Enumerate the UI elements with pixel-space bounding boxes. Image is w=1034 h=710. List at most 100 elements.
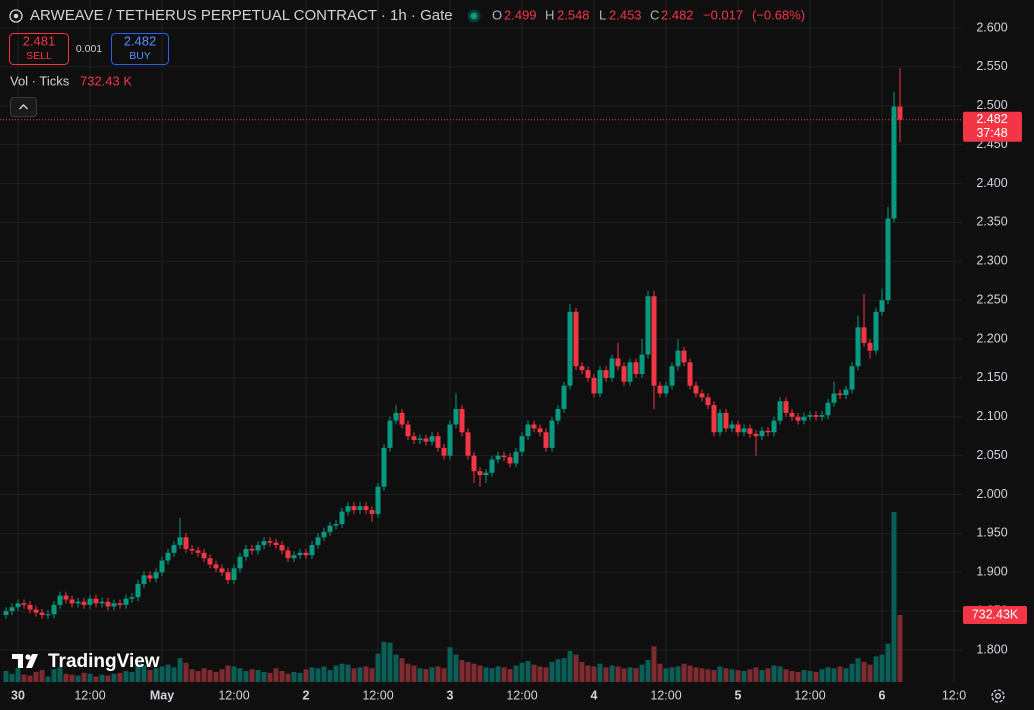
candle-body bbox=[573, 311, 579, 367]
y-tick-label: 1.950 bbox=[976, 526, 1007, 540]
volume-bar bbox=[627, 667, 633, 682]
volume-bar bbox=[333, 665, 339, 682]
volume-bar bbox=[837, 666, 843, 682]
volume-bar bbox=[255, 670, 261, 682]
volume-bar bbox=[129, 671, 135, 682]
candle-body bbox=[189, 548, 195, 551]
x-tick-label: 5 bbox=[735, 688, 742, 702]
y-tick-label: 2.150 bbox=[976, 370, 1007, 384]
y-tick-label: 2.200 bbox=[976, 331, 1007, 345]
volume-bar bbox=[261, 671, 267, 682]
candle-body bbox=[657, 385, 663, 394]
y-tick-label: 2.550 bbox=[976, 59, 1007, 73]
volume-bar bbox=[177, 658, 183, 682]
candle-body bbox=[753, 433, 759, 437]
sell-label[interactable]: SELL bbox=[26, 50, 52, 62]
candle-body bbox=[9, 607, 15, 612]
candle-body bbox=[735, 424, 741, 433]
brand-mark bbox=[12, 654, 23, 668]
candle-body bbox=[453, 408, 459, 425]
volume-bar bbox=[165, 664, 171, 682]
volume-bar bbox=[153, 668, 159, 682]
volume-bar bbox=[579, 661, 585, 682]
settings-button[interactable] bbox=[991, 689, 1005, 703]
candle-body bbox=[765, 430, 771, 433]
candle-body bbox=[57, 595, 63, 605]
candle-body bbox=[801, 416, 807, 421]
candle-body bbox=[39, 612, 45, 616]
legend-open-label: O bbox=[492, 7, 502, 22]
collapse-button[interactable] bbox=[10, 97, 37, 117]
candle-body bbox=[279, 545, 285, 551]
volume-bar bbox=[795, 671, 801, 682]
volume-bar bbox=[411, 665, 417, 682]
x-tick-label: 12:00 bbox=[74, 688, 105, 702]
volume-bar bbox=[507, 669, 513, 682]
candle-body bbox=[123, 598, 129, 605]
sell-button[interactable] bbox=[9, 33, 69, 65]
volume-bar bbox=[555, 659, 561, 682]
chart-title: ARWEAVE / TETHERUS PERPETUAL CONTRACT · … bbox=[30, 7, 453, 24]
volume-bar bbox=[297, 672, 303, 682]
volume-bar bbox=[525, 660, 531, 682]
status-dot bbox=[470, 12, 478, 20]
candle-body bbox=[201, 552, 207, 559]
volume-bar bbox=[321, 666, 327, 682]
volume-bar bbox=[633, 668, 639, 682]
y-tick-label: 2.400 bbox=[976, 176, 1007, 190]
candle-body bbox=[741, 428, 747, 433]
volume-bar bbox=[237, 668, 243, 682]
volume-bar bbox=[171, 667, 177, 682]
candle-body bbox=[711, 405, 717, 433]
candle-body bbox=[705, 397, 711, 406]
brand-mark-slash bbox=[26, 654, 38, 668]
settings-gear[interactable] bbox=[991, 689, 1005, 703]
candle-body bbox=[3, 611, 9, 616]
candle-body bbox=[375, 486, 381, 514]
volume-bar bbox=[669, 667, 675, 682]
volume-bar bbox=[783, 669, 789, 682]
volume-bar bbox=[615, 666, 621, 682]
candle-body bbox=[15, 603, 21, 608]
candle-body bbox=[21, 603, 27, 605]
candle-body bbox=[147, 575, 153, 579]
buy-label[interactable]: BUY bbox=[129, 50, 151, 62]
candle-body bbox=[615, 358, 621, 367]
volume-bar bbox=[453, 654, 459, 682]
volume-bar bbox=[369, 668, 375, 682]
buy-button[interactable] bbox=[111, 33, 169, 65]
volume-bar bbox=[15, 668, 21, 682]
sell-price[interactable]: 2.481 bbox=[23, 33, 56, 48]
volume-bar bbox=[501, 667, 507, 682]
symbol-icon bbox=[9, 9, 23, 23]
candle-body bbox=[231, 568, 237, 581]
volume-bar bbox=[693, 667, 699, 682]
candle-body bbox=[93, 598, 99, 604]
collapse-icon[interactable] bbox=[19, 104, 28, 110]
candle-body bbox=[777, 401, 783, 421]
volume-bar bbox=[27, 675, 33, 682]
candle-body bbox=[327, 525, 333, 532]
y-tick-label: 2.000 bbox=[976, 487, 1007, 501]
volume-bar bbox=[243, 671, 249, 682]
settings-gear-center[interactable] bbox=[995, 693, 1001, 699]
candle-body bbox=[75, 601, 81, 604]
y-tick-label: 2.350 bbox=[976, 215, 1007, 229]
x-tick-label: 6 bbox=[879, 688, 886, 702]
volume-bar bbox=[831, 668, 837, 682]
volume-bar bbox=[771, 665, 777, 682]
volume-bar bbox=[531, 664, 537, 682]
candle-body bbox=[489, 459, 495, 473]
volume-bar bbox=[519, 662, 525, 682]
candle-body bbox=[633, 362, 639, 374]
y-tick-label: 1.900 bbox=[976, 565, 1007, 579]
buy-price[interactable]: 2.482 bbox=[124, 33, 157, 48]
volume-bar bbox=[327, 670, 333, 682]
volume-bar bbox=[651, 646, 657, 682]
volume-bar bbox=[375, 653, 381, 682]
candle-body bbox=[597, 370, 603, 394]
volume-bar bbox=[69, 674, 75, 682]
volume-bar bbox=[885, 643, 891, 682]
candle-body bbox=[195, 550, 201, 553]
